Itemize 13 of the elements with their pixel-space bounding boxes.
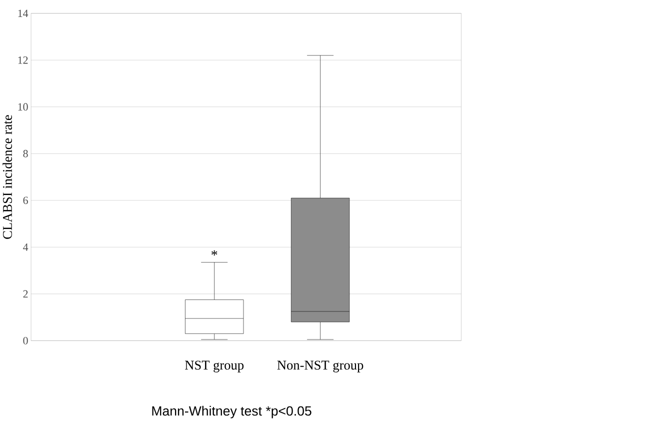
- text: Mann-Whitney test *p<0.05: [152, 406, 312, 418]
- y-tick-label: 12: [18, 56, 28, 64]
- x-tick-label: Non-NST group: [277, 360, 364, 372]
- y-tick-label: 10: [18, 102, 28, 110]
- x-tick-label: NST group: [185, 360, 244, 372]
- y-tick-label: 8: [23, 150, 28, 158]
- y-tick-label: 6: [23, 196, 28, 204]
- annotation: *: [212, 250, 218, 256]
- y-tick-label: 4: [23, 243, 28, 251]
- y-tick-label: 0: [23, 336, 28, 344]
- y-tick-label: 14: [18, 10, 28, 17]
- y-tick-label: 2: [23, 290, 28, 298]
- y-axis-title: CLABSI incidence rate: [2, 114, 12, 239]
